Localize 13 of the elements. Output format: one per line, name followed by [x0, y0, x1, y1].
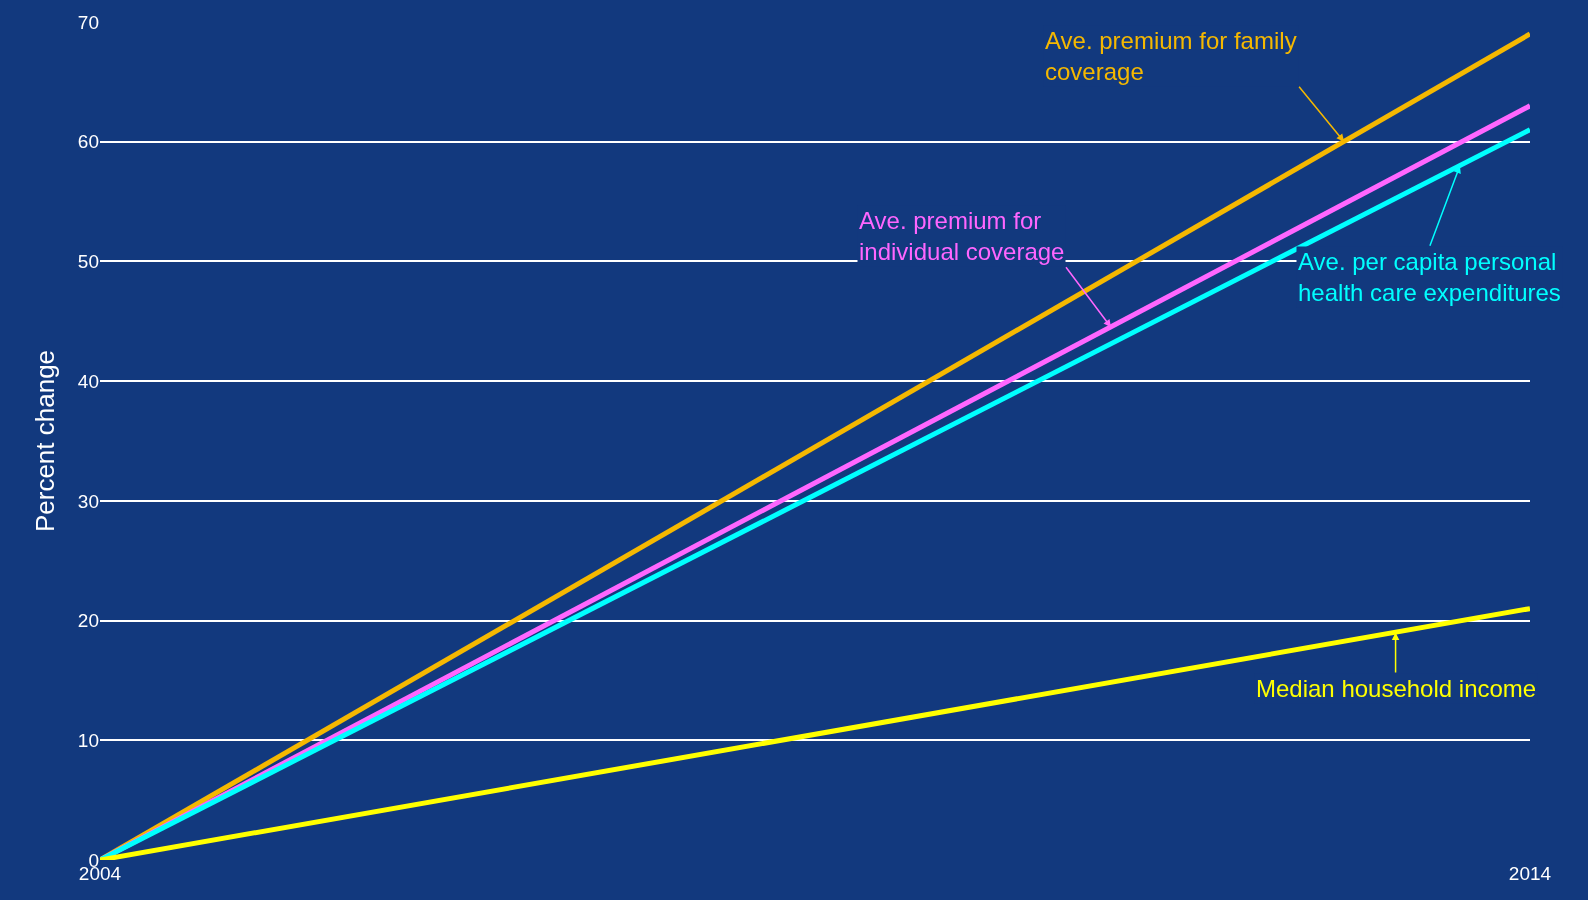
y-axis-title: Percent change [30, 349, 61, 533]
y-tick-label: 10 [77, 729, 99, 751]
annotation: Ave. premium for family coverage [1045, 27, 1297, 86]
annotation: Median household income [1256, 675, 1537, 702]
y-tick-label: 70 [77, 11, 99, 33]
y-tick-label: 60 [77, 131, 99, 153]
y-tick-label: 20 [77, 610, 99, 632]
y-tick-label: 40 [77, 370, 99, 392]
annotation: Ave. premium for individual coverage [859, 207, 1065, 266]
annotation: Ave. per capita personal health care expenditures [1298, 248, 1561, 307]
x-tick-label: 2014 [1508, 863, 1552, 884]
y-tick-label: 30 [77, 490, 99, 512]
y-tick-label: 50 [77, 251, 99, 273]
